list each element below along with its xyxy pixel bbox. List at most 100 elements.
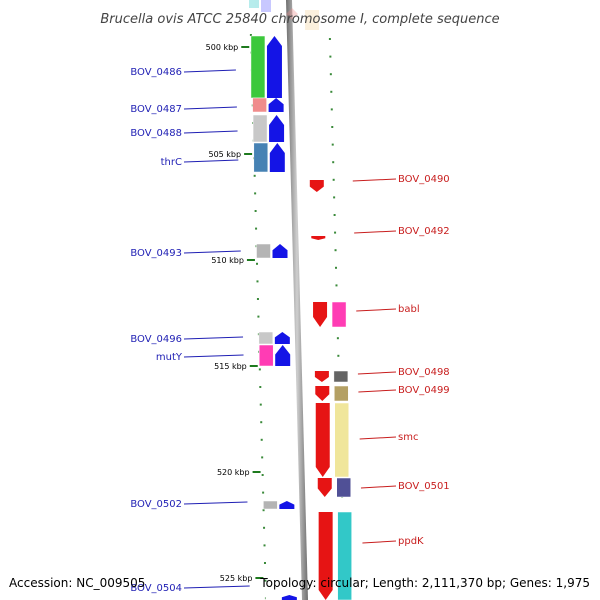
track-dot — [249, 34, 252, 36]
gene-arrow-up — [279, 501, 295, 509]
leader-line — [354, 230, 397, 234]
gene-label[interactable]: BOV_0496 — [130, 334, 182, 345]
track-dot — [260, 438, 263, 441]
gene-arrow-down — [314, 371, 329, 382]
track-dot — [264, 579, 267, 582]
gene-arrow-down — [315, 386, 330, 401]
gene-label[interactable]: BOV_0486 — [130, 67, 182, 78]
gene-label[interactable]: thrC — [161, 157, 182, 168]
track-dot — [256, 280, 259, 283]
gene-arrow-down — [311, 236, 326, 240]
track-dot — [261, 456, 264, 459]
gene-label[interactable]: BOV_0501 — [398, 481, 450, 492]
leader-line — [183, 106, 237, 110]
leader-line — [358, 389, 397, 393]
gene-label[interactable]: smc — [398, 432, 418, 443]
track-dot — [328, 38, 331, 40]
tick-label: 505 kbp — [208, 150, 241, 159]
track-dot — [259, 386, 262, 388]
track-dot — [256, 262, 259, 265]
kbp-ticks: 500 kbp 505 kbp 510 kbp 515 kbp 520 kbp 525 k… — [206, 43, 264, 583]
tick-label: 510 kbp — [211, 256, 244, 265]
gene-box — [252, 97, 267, 113]
gene-arrow-up — [274, 332, 290, 344]
gene-label[interactable]: BOV_0502 — [130, 499, 182, 510]
gene-label[interactable]: BOV_0488 — [130, 128, 182, 139]
track-dot — [335, 266, 338, 269]
gene-label[interactable]: babl — [398, 304, 420, 315]
gene-box — [252, 114, 268, 143]
gene-label[interactable]: ppdK — [398, 536, 424, 547]
track-dot — [330, 90, 333, 93]
gene-arrow-down — [318, 512, 333, 600]
gene-label[interactable]: BOV_0490 — [398, 174, 450, 185]
leader-line — [183, 69, 236, 73]
track-dot — [261, 474, 264, 476]
gene-label[interactable]: BOV_0492 — [398, 226, 450, 237]
gene-box — [333, 370, 349, 383]
leader-line — [360, 485, 397, 489]
gene-arrow-up — [269, 143, 285, 172]
map-title: Brucella ovis ATCC 25840 chromosome I, c… — [100, 12, 499, 27]
leader-line — [183, 336, 244, 340]
gene-box — [258, 344, 274, 367]
gene-box — [258, 331, 274, 345]
track-dot — [333, 196, 336, 199]
track-dot — [337, 354, 340, 357]
track-dot — [335, 284, 338, 287]
gene-label[interactable]: mutY — [156, 352, 183, 363]
gene-box — [337, 511, 352, 600]
leader-line — [183, 130, 238, 134]
track-dot — [332, 178, 335, 181]
track-dot — [330, 108, 333, 111]
accession-text: Accession: NC_009505 — [9, 576, 145, 590]
track-dot — [254, 210, 257, 212]
gene-label[interactable]: BOV_0504 — [130, 583, 182, 594]
top-edge-features — [249, 0, 319, 30]
gene-arrow-down — [317, 478, 332, 497]
gene-label[interactable]: BOV_0499 — [398, 385, 450, 396]
gene-arrow-down — [309, 180, 324, 192]
leader-line — [352, 178, 397, 182]
tick-label: 515 kbp — [214, 362, 247, 371]
track-dot — [262, 509, 265, 512]
gene-arrow-down — [315, 403, 330, 477]
track-dot — [253, 174, 256, 177]
track-dot — [331, 126, 334, 128]
leader-line — [359, 436, 397, 440]
track-dot — [331, 143, 334, 146]
gene-arrow-up — [266, 36, 282, 98]
gene-arrow-up — [268, 98, 284, 112]
track-dot — [254, 192, 257, 195]
track-dot — [263, 544, 266, 547]
topology-text: Topology: circular; Length: 2,111,370 bp… — [259, 576, 590, 590]
track-dot — [263, 526, 266, 529]
track-dot — [259, 403, 262, 406]
leader-line — [183, 501, 248, 505]
gene-label[interactable]: BOV_0487 — [130, 104, 182, 115]
tick-label: 500 kbp — [206, 43, 239, 52]
gene-label[interactable]: BOV_0498 — [398, 367, 450, 378]
track-dot — [334, 249, 337, 252]
leader-line — [356, 308, 397, 312]
track-dot — [333, 214, 336, 216]
chromosome-backbone — [286, 0, 308, 600]
gene-box — [253, 142, 269, 173]
tick-label: 520 kbp — [217, 468, 250, 477]
gene-arrow-up — [269, 115, 285, 142]
leader-line — [183, 250, 241, 254]
gene-box — [250, 35, 266, 99]
leader-line — [183, 585, 250, 589]
gene-label[interactable]: BOV_0493 — [130, 248, 182, 259]
gene-box — [331, 301, 347, 328]
track-dot — [336, 337, 339, 340]
track-dot — [255, 227, 258, 230]
gene-box — [336, 477, 351, 498]
track-dot — [332, 161, 335, 164]
tick-label: 525 kbp — [220, 574, 253, 583]
track-dot — [263, 562, 266, 564]
leader-line — [362, 540, 397, 544]
left-strand-genes: BOV_0486 BOV_0487 BOV_0488 thrC BOV_0493 BOV_… — [130, 35, 297, 600]
gene-arrow-down — [313, 302, 328, 327]
